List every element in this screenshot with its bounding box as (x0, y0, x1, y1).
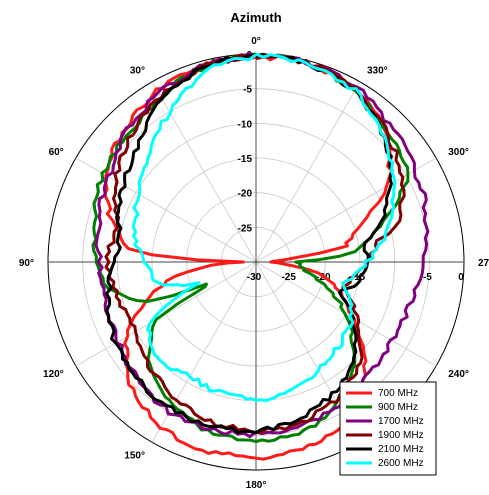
radial-row-label: -15 (351, 272, 366, 283)
radial-row-label: 0 (458, 272, 464, 283)
grid-spoke (255, 157, 437, 263)
grid-spoke (151, 81, 257, 263)
legend-label: 900 MHz (378, 402, 418, 413)
radial-tick-label: -15 (238, 154, 253, 165)
radial-row-label: -25 (281, 272, 296, 283)
radial-row-label: -30 (247, 272, 262, 283)
angle-tick-label: 240° (448, 369, 469, 380)
legend-label: 1700 MHz (378, 416, 424, 427)
angle-tick-label: 90° (19, 258, 34, 269)
angle-tick-label: 30° (130, 66, 145, 77)
series-lines (91, 52, 430, 461)
radial-tick-label: -10 (238, 119, 253, 130)
angle-tick-label: 0° (251, 36, 261, 47)
radial-tick-label: -25 (238, 223, 253, 234)
series-line (91, 52, 410, 443)
legend-label: 1900 MHz (378, 430, 424, 441)
angle-tick-label: 60° (49, 147, 64, 158)
legend-box (339, 381, 437, 476)
radial-tick-label: -5 (243, 85, 252, 96)
series-line (104, 53, 394, 435)
angle-tick-label: 270 (478, 258, 489, 269)
grid-spoke (151, 261, 257, 443)
angle-tick-label: 300° (448, 147, 469, 158)
angle-tick-labels: 0° 30° 60° 90° 120° 150° 180° 240° 270 300° 330° (19, 36, 489, 491)
angle-tick-label: 150° (124, 450, 145, 461)
angle-tick-label: 180° (246, 480, 267, 491)
chart-title: Azimuth (230, 10, 281, 25)
series-line (131, 52, 397, 403)
legend-label: 2100 MHz (378, 444, 424, 455)
legend: 700 MHz 900 MHz 1700 MHz 1900 MHz 2100 MHz 26… (339, 381, 437, 476)
legend-label: 700 MHz (378, 388, 418, 399)
radial-row-label: -5 (423, 272, 432, 283)
angle-tick-label: 120° (43, 369, 64, 380)
radial-tick-label: -20 (238, 189, 253, 200)
grid-spoke (255, 81, 361, 263)
angle-tick-label: 330° (367, 66, 388, 77)
legend-label: 2600 MHz (378, 458, 424, 469)
